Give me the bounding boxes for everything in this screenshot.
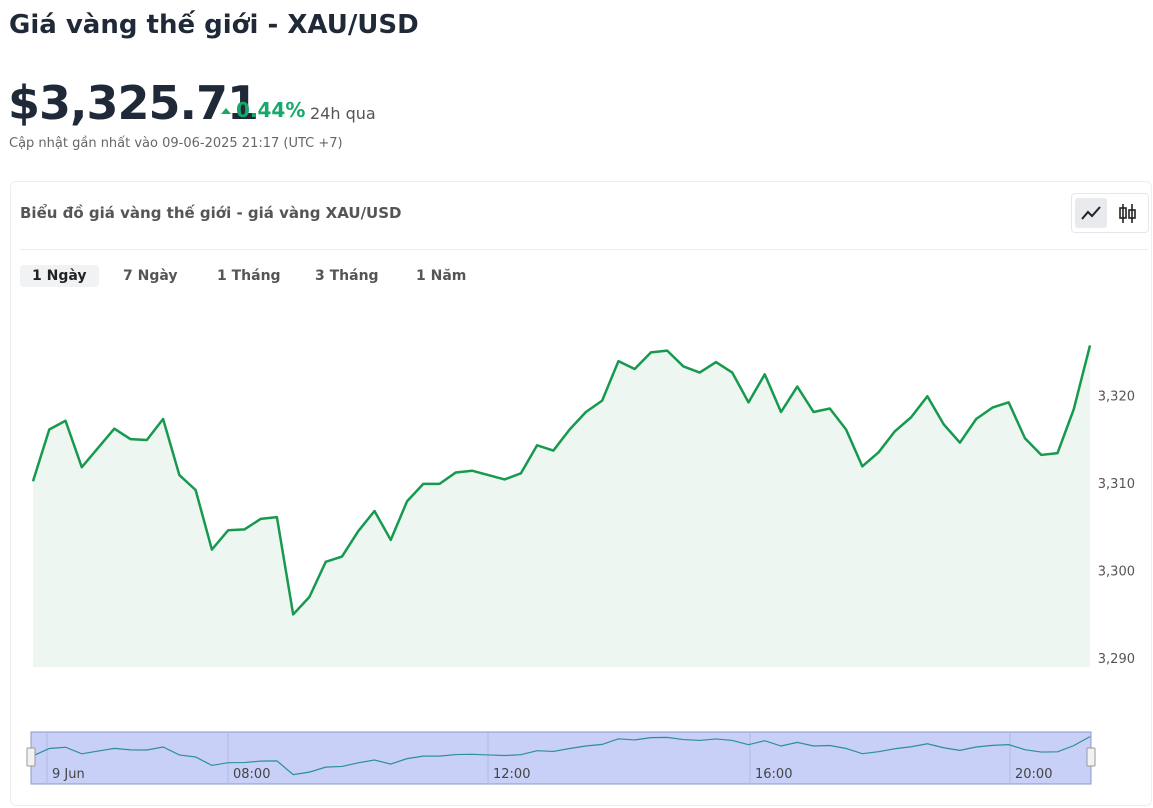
price-line xyxy=(31,345,1092,616)
chart-card xyxy=(10,181,1152,806)
range-tab[interactable]: 1 Tháng xyxy=(217,268,281,284)
toggle-icons xyxy=(1075,198,1136,228)
range-tab[interactable]: 3 Tháng xyxy=(315,268,379,284)
updated-time: Cập nhật gần nhất vào 09-06-2025 21:17 (… xyxy=(9,136,343,151)
navigator-label: 12:00 xyxy=(493,767,530,782)
navigator-handle xyxy=(1086,747,1096,767)
navigator-label: 9 Jun xyxy=(52,767,85,782)
navigator-handle xyxy=(26,747,36,767)
navigator-label: 08:00 xyxy=(233,767,270,782)
separator xyxy=(20,249,1148,250)
chart-card-title: Biểu đồ giá vàng thế giới - giá vàng XAU… xyxy=(20,204,402,222)
navigator xyxy=(30,731,1092,785)
range-tab[interactable]: 7 Ngày xyxy=(123,268,178,284)
y-tick-label: 3,300 xyxy=(1098,565,1135,580)
y-tick-label: 3,290 xyxy=(1098,652,1135,667)
navigator-line xyxy=(32,736,1091,776)
line-button[interactable] xyxy=(1075,198,1107,228)
page-title: Giá vàng thế giới - XAU/USD xyxy=(9,10,419,40)
navigator-label: 20:00 xyxy=(1015,767,1052,782)
range-tab[interactable]: 1 Năm xyxy=(416,268,467,284)
navigator-label: 16:00 xyxy=(755,767,792,782)
candle-button[interactable] xyxy=(1119,204,1136,223)
range-tab[interactable]: 1 Ngày xyxy=(20,265,99,287)
y-tick-label: 3,320 xyxy=(1098,389,1135,404)
chart-type-toggle xyxy=(1071,193,1149,233)
change-period: 24h qua xyxy=(310,104,376,123)
area xyxy=(33,345,1090,667)
price-change: 0.44% xyxy=(236,98,306,122)
up-arrow xyxy=(221,108,231,114)
price: $3,325.71 xyxy=(8,76,259,130)
y-tick-label: 3,310 xyxy=(1098,477,1135,492)
